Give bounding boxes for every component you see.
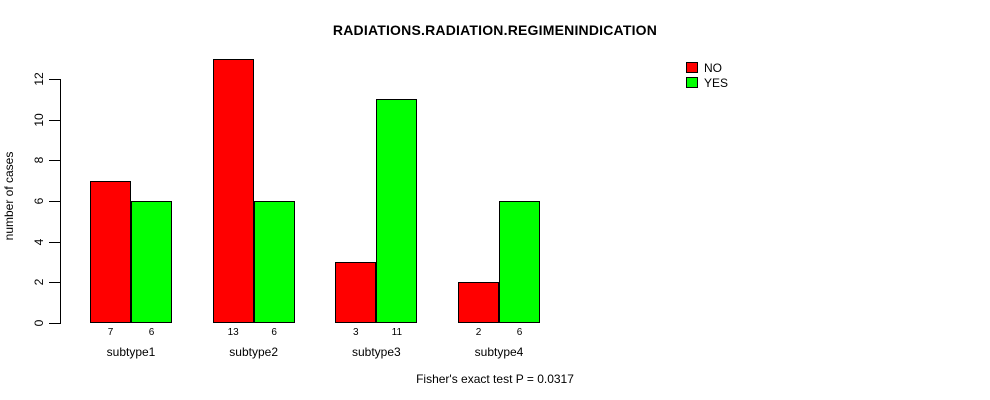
y-tick-mark — [49, 201, 60, 203]
bar-value-label: 2 — [475, 327, 482, 338]
legend-label-no: NO — [704, 60, 722, 75]
y-axis-title: number of cases — [2, 151, 16, 241]
y-tick-mark — [49, 282, 60, 284]
y-tick-label: 8 — [32, 157, 46, 164]
y-tick-mark — [49, 160, 60, 162]
x-axis-label-subtype2: subtype2 — [229, 345, 279, 359]
y-tick-mark — [49, 241, 60, 243]
bar-subtype3-yes — [376, 99, 418, 323]
x-axis-label-subtype1: subtype1 — [106, 345, 156, 359]
y-tick-label: 2 — [32, 278, 46, 286]
x-axis-label-subtype3: subtype3 — [351, 345, 401, 359]
y-tick-label: 4 — [32, 238, 46, 246]
bar-subtype2-no — [212, 58, 254, 323]
bar-value-label: 6 — [148, 327, 155, 338]
legend-label-yes: YES — [704, 75, 729, 90]
legend-item-yes: YES — [686, 75, 728, 90]
legend-item-no: NO — [686, 60, 728, 75]
bar-subtype4-no — [458, 282, 499, 323]
bar-value-label: 6 — [516, 327, 523, 338]
legend-swatch-no — [686, 62, 698, 73]
y-tick-mark — [49, 323, 60, 324]
bar-value-label: 11 — [391, 327, 403, 338]
footer-caption: Fisher's exact test P = 0.0317 — [416, 372, 574, 386]
chart-title: RADIATIONS.RADIATION.REGIMENINDICATION — [332, 22, 658, 38]
bar-value-label: 6 — [271, 327, 277, 338]
bar-value-label: 3 — [353, 327, 359, 338]
bar-subtype2-yes — [253, 201, 295, 323]
y-tick-label: 10 — [32, 113, 46, 127]
legend: NO YES — [686, 60, 728, 90]
bar-value-label: 13 — [227, 327, 239, 338]
bar-subtype1-yes — [131, 201, 172, 323]
y-axis-line — [60, 79, 61, 324]
legend-swatch-yes — [686, 77, 698, 88]
y-tick-mark — [49, 119, 60, 121]
y-tick-label: 12 — [32, 72, 46, 86]
y-tick-mark — [49, 79, 60, 81]
bar-subtype1-no — [90, 180, 131, 323]
x-axis-label-subtype4: subtype4 — [474, 345, 524, 359]
bar-subtype3-no — [335, 262, 377, 323]
bar-subtype4-yes — [499, 201, 540, 323]
y-tick-label: 0 — [32, 319, 46, 327]
y-tick-label: 6 — [32, 197, 46, 205]
bar-value-label: 7 — [107, 327, 114, 338]
